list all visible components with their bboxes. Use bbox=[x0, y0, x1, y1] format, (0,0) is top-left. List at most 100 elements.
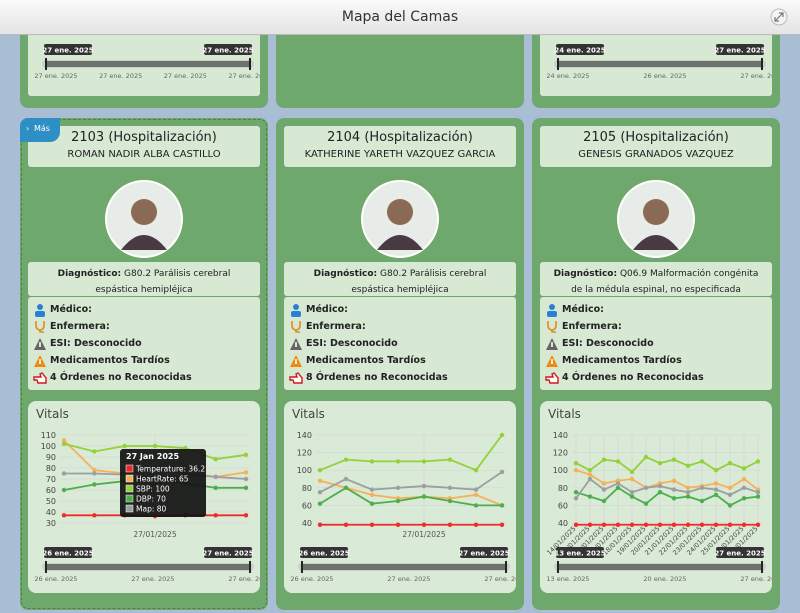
data-point bbox=[713, 468, 719, 473]
data-point bbox=[643, 501, 649, 506]
room-label: 2104 (Hospitalización) bbox=[327, 130, 473, 145]
data-point bbox=[685, 494, 691, 499]
y-tick-label: 100 bbox=[553, 466, 568, 475]
y-tick-label: 140 bbox=[297, 431, 312, 440]
x-tick-label: 27/01/2025 bbox=[133, 530, 176, 539]
y-tick-label: 60 bbox=[46, 486, 56, 495]
data-point bbox=[685, 522, 691, 527]
info-row: Medicamentos Tardíos bbox=[50, 355, 170, 366]
vitals-chart: 30 40 50 60 70 80 90 100 110 27/01/2025 27 Jan 202… bbox=[34, 431, 260, 583]
data-point bbox=[727, 492, 733, 498]
data-point bbox=[61, 441, 67, 446]
data-point bbox=[317, 522, 323, 527]
data-point bbox=[671, 496, 677, 501]
y-tick-label: 80 bbox=[46, 464, 56, 473]
data-point bbox=[317, 478, 323, 483]
slider-handle-label: 27 ene. 2025 bbox=[714, 547, 766, 558]
diagnosis-text: Q06.9 Malformación congénita de la médul… bbox=[571, 269, 759, 295]
info-icon bbox=[545, 372, 559, 384]
vitals-chart: 40 60 80 100 120 140 27/01/2025 26 ene. 2025 27 … bbox=[290, 431, 516, 583]
info-row: Enfermera: bbox=[306, 321, 366, 332]
data-point bbox=[629, 522, 635, 527]
data-point bbox=[755, 494, 761, 499]
expand-button[interactable] bbox=[770, 8, 788, 26]
slider-handle-label: 27 ene. 2025 bbox=[714, 44, 766, 55]
slider-axis-label: 13 ene. 2025 bbox=[546, 575, 589, 583]
slider-label: 27 ene. 2025 bbox=[714, 47, 765, 55]
data-point bbox=[92, 449, 97, 454]
diagnosis: Diagnóstico: G80.2 Parálisis cerebral es… bbox=[284, 262, 516, 302]
data-point bbox=[573, 496, 579, 501]
info-icon bbox=[289, 372, 303, 384]
chevron: › bbox=[26, 124, 30, 133]
data-point bbox=[629, 490, 635, 495]
tooltip-item: DBP: 70 bbox=[136, 495, 166, 504]
more-label: Más bbox=[34, 124, 50, 133]
data-point bbox=[213, 513, 218, 518]
y-tick-label: 40 bbox=[558, 519, 568, 528]
data-point bbox=[587, 494, 593, 499]
slider-handle-label: 27 ene. 2025 bbox=[202, 547, 254, 558]
y-tick-label: 60 bbox=[302, 501, 312, 510]
slider-handle-label: 27 ene. 2025 bbox=[42, 44, 94, 55]
data-point bbox=[243, 476, 249, 482]
data-point bbox=[615, 459, 621, 464]
info-row: Medicamentos Tardíos bbox=[306, 355, 426, 366]
data-point bbox=[421, 494, 427, 499]
data-point bbox=[92, 482, 97, 487]
data-point bbox=[343, 485, 349, 490]
data-point bbox=[447, 457, 453, 462]
data-point bbox=[741, 466, 747, 471]
icon-shape bbox=[289, 372, 303, 384]
data-point bbox=[473, 522, 479, 527]
data-point bbox=[213, 485, 218, 490]
data-point bbox=[643, 454, 649, 460]
data-point bbox=[61, 438, 67, 443]
data-point bbox=[643, 522, 649, 527]
data-point bbox=[243, 485, 249, 490]
data-point bbox=[369, 492, 375, 498]
data-point bbox=[741, 496, 747, 501]
vitals-panel: Vitals 40 60 80 100 120 140 14/01/2025 15/01/202… bbox=[540, 401, 772, 593]
data-point bbox=[243, 452, 249, 457]
data-point bbox=[671, 522, 677, 527]
icon-shape bbox=[547, 321, 557, 333]
date-slider: 27 ene. 2025 27 ene. 2025 27 ene. 2025 27 e… bbox=[34, 44, 260, 80]
info-row: Enfermera: bbox=[50, 321, 110, 332]
data-point bbox=[421, 522, 427, 527]
data-point bbox=[629, 476, 635, 482]
slider-label: 27 ene. 2025 bbox=[42, 47, 93, 55]
data-point bbox=[727, 522, 733, 527]
slider-label: 27 ene. 2025 bbox=[458, 550, 509, 558]
data-point bbox=[395, 459, 401, 464]
badge bbox=[556, 547, 604, 558]
data-point bbox=[671, 457, 677, 462]
icon-shape bbox=[291, 311, 301, 317]
data-point bbox=[601, 487, 607, 492]
info-icon bbox=[547, 304, 557, 317]
data-point bbox=[671, 478, 677, 483]
y-tick-label: 120 bbox=[297, 449, 312, 458]
data-point bbox=[629, 494, 635, 499]
info-panel: Médico: Enfermera: ESI: Desconocido Medicam… bbox=[284, 297, 516, 390]
info-icon bbox=[547, 321, 557, 333]
diagnosis-panel: Diagnóstico: G80.2 Parálisis cerebral es… bbox=[284, 262, 516, 296]
data-point bbox=[587, 522, 593, 527]
data-point bbox=[573, 522, 579, 527]
patient-name: GENESIS GRANADOS VAZQUEZ bbox=[578, 149, 734, 160]
diagnosis-label: Diagnóstico: bbox=[57, 269, 122, 279]
data-point bbox=[369, 487, 375, 492]
vitals-panel: Vitals 30 40 50 60 70 80 90 100 110 27/01/2025 27 J… bbox=[28, 401, 260, 593]
data-point bbox=[727, 485, 733, 490]
data-point bbox=[343, 522, 349, 527]
badge bbox=[716, 547, 764, 558]
patient-name: KATHERINE YARETH VAZQUEZ GARCIA bbox=[304, 149, 496, 160]
info-icon bbox=[546, 338, 558, 350]
tooltip-item: Map: 80 bbox=[136, 505, 167, 514]
data-point bbox=[741, 522, 747, 527]
slider-handle-label: 26 ene. 2025 bbox=[298, 547, 350, 558]
data-point bbox=[643, 485, 649, 490]
data-point bbox=[629, 469, 635, 475]
more-button[interactable]: Más › bbox=[20, 118, 60, 142]
slider-axis-label: 27 ene. 2025 bbox=[164, 72, 207, 80]
